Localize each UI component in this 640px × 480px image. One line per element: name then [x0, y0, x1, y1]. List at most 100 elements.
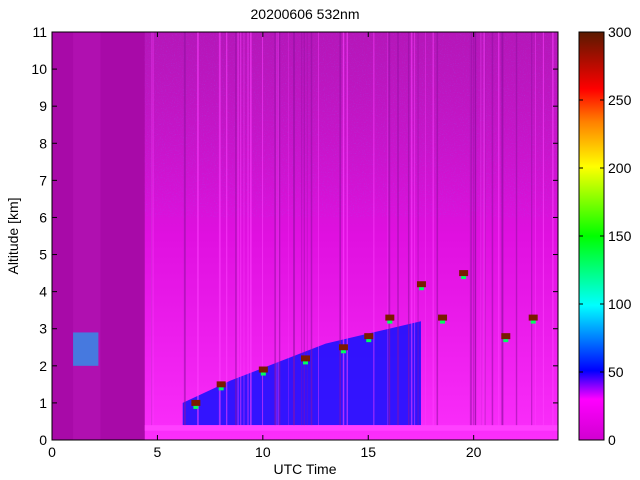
profile-streak-41 [151, 32, 153, 430]
cloud-edge-1 [216, 381, 226, 388]
cloud-edge-9 [459, 270, 469, 277]
profile-streak-31 [469, 32, 472, 430]
profile-streak-8 [262, 32, 264, 430]
profile-streak-26 [417, 32, 419, 430]
y-tick-label-0: 0 [39, 432, 47, 448]
y-tick-label-6: 6 [39, 209, 47, 225]
x-tick-label-3: 15 [360, 444, 376, 460]
profile-streak-13 [240, 32, 242, 430]
cloud-edge-fringe-7 [418, 287, 424, 291]
profile-streak-49 [432, 32, 434, 430]
profile-streak-39 [483, 32, 486, 430]
colorbar-tick-label-1: 50 [608, 364, 624, 380]
x-tick-label-2: 10 [255, 444, 271, 460]
profile-streak-44 [425, 32, 426, 430]
profile-streak-33 [498, 32, 500, 430]
profile-streak-9 [501, 32, 503, 430]
cloud-edge-11 [528, 314, 538, 321]
y-axis-label: Altitude [km] [5, 197, 21, 274]
profile-streak-18 [303, 32, 305, 430]
near-surface-layer [144, 425, 558, 431]
cloud-edge-5 [364, 333, 374, 340]
profile-streak-25 [373, 32, 375, 430]
data-gap-1 [100, 32, 145, 440]
colorbar-tick-label-2: 100 [608, 296, 632, 312]
cloud-edge-fringe-9 [461, 276, 467, 280]
profile-streak-35 [247, 32, 249, 430]
colorbar-tick-label-0: 0 [608, 432, 616, 448]
colorbar-tick-label-6: 300 [608, 24, 632, 40]
profile-streak-19 [531, 32, 533, 430]
profile-streak-5 [243, 32, 245, 430]
profile-streak-16 [387, 32, 389, 430]
profile-streak-1 [552, 32, 554, 430]
cloud-edge-6 [385, 314, 395, 321]
plot-area [52, 32, 558, 440]
cloud-edge-0 [191, 399, 201, 406]
profile-streak-14 [480, 32, 482, 430]
chart-title: 20200606 532nm [251, 6, 360, 22]
profile-streak-11 [277, 32, 279, 430]
profile-streak-56 [237, 32, 239, 430]
profile-streak-27 [535, 32, 536, 430]
profile-streak-46 [278, 32, 281, 430]
x-tick-label-4: 20 [466, 444, 482, 460]
profile-streak-12 [542, 32, 544, 430]
profile-streak-57 [275, 32, 277, 430]
profile-streak-58 [293, 32, 296, 430]
upper-noise [144, 32, 558, 218]
profile-streak-43 [346, 32, 349, 430]
x-axis-label: UTC Time [274, 461, 337, 477]
profile-streak-55 [436, 32, 439, 430]
cloud-edge-fringe-2 [260, 372, 266, 376]
profile-streak-2 [218, 32, 221, 430]
profile-streak-47 [301, 32, 303, 430]
y-tick-label-2: 2 [39, 358, 47, 374]
y-tick-label-4: 4 [39, 284, 47, 300]
cloud-edge-fringe-10 [503, 339, 509, 343]
profile-streak-54 [198, 32, 199, 430]
cloud-edge-3 [301, 355, 310, 362]
profile-streak-48 [197, 32, 199, 430]
y-tick-label-10: 10 [31, 61, 47, 77]
profile-streak-50 [472, 32, 474, 430]
y-tick-label-7: 7 [39, 172, 47, 188]
colorbar [578, 31, 605, 441]
profile-streak-7 [339, 32, 341, 430]
profile-streak-17 [310, 32, 313, 430]
y-tick-label-5: 5 [39, 247, 47, 263]
colorbar-tick-label-4: 200 [608, 160, 632, 176]
cloud-edge-fringe-8 [440, 320, 446, 324]
plot-frame [51, 31, 559, 441]
profile-streak-22 [318, 32, 319, 430]
cloud-edge-fringe-3 [303, 361, 308, 365]
profile-streak-53 [306, 32, 308, 430]
colorbar-tick-label-5: 250 [608, 92, 632, 108]
cloud-edge-7 [416, 281, 426, 288]
profile-streak-0 [414, 32, 416, 430]
cloud-edge-fringe-0 [193, 405, 199, 409]
cloud-patch [73, 332, 99, 366]
profile-streak-36 [274, 32, 277, 430]
colorbar-tick-label-3: 150 [608, 228, 632, 244]
cloud-edge-fringe-5 [366, 339, 372, 343]
y-tick-label-3: 3 [39, 321, 47, 337]
y-tick-label-11: 11 [32, 24, 47, 40]
profile-streak-40 [388, 32, 391, 430]
profile-streak-32 [226, 32, 228, 430]
profile-streak-51 [342, 32, 344, 430]
cloud-edge-10 [501, 333, 511, 340]
profile-streak-15 [491, 32, 494, 430]
y-tick-label-1: 1 [39, 395, 47, 411]
data-gap-0 [52, 32, 74, 440]
profile-streak-38 [152, 32, 154, 430]
profile-streak-29 [407, 32, 410, 430]
profile-streak-34 [183, 32, 186, 430]
profile-streak-59 [249, 32, 252, 430]
profile-streak-37 [474, 32, 476, 430]
cloud-edge-8 [438, 314, 448, 321]
profile-streak-45 [235, 32, 237, 430]
cloud-edge-fringe-11 [530, 320, 536, 324]
x-axis-ticks: 0 5 10 15 20 [48, 32, 482, 460]
